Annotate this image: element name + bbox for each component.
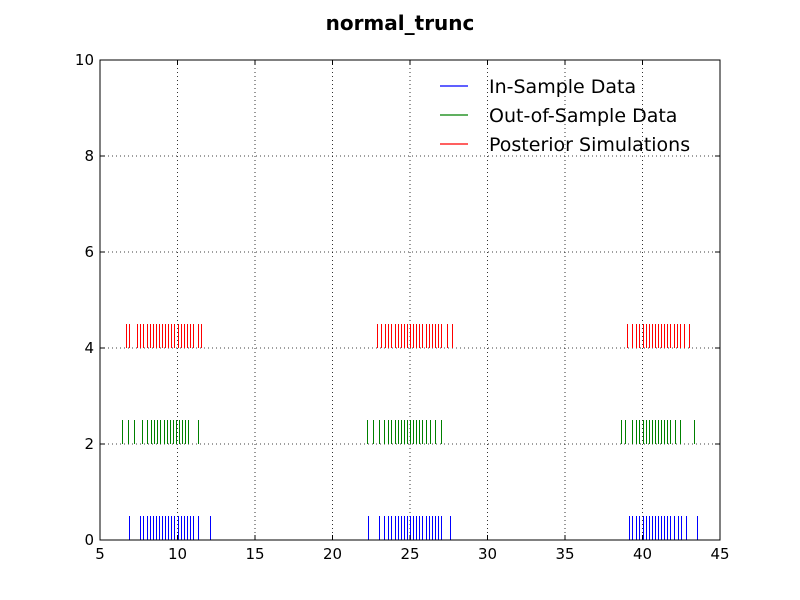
x-tick-label: 5 [95, 545, 105, 563]
legend-label: Out-of-Sample Data [489, 105, 677, 127]
chart-title: normal_trunc [326, 11, 475, 35]
x-tick-label: 30 [478, 545, 497, 563]
y-tick-label: 0 [84, 531, 94, 549]
y-tick-label: 2 [84, 435, 94, 453]
series-0 [129, 516, 698, 540]
x-tick-label: 15 [245, 545, 264, 563]
y-tick-label: 4 [84, 339, 94, 357]
legend-label: In-Sample Data [489, 76, 636, 98]
x-tick-label: 10 [168, 545, 187, 563]
y-tick-label: 6 [84, 243, 94, 261]
y-tick-label: 10 [75, 51, 94, 69]
series-2 [126, 324, 690, 348]
grid-lines [100, 60, 720, 540]
x-tick-label: 40 [633, 545, 652, 563]
series-1 [122, 420, 695, 444]
x-tick-label: 25 [400, 545, 419, 563]
legend-label: Posterior Simulations [489, 134, 690, 156]
x-tick-label: 20 [323, 545, 342, 563]
axis-ticks: 5 10 15 20 25 30 35 40 45 0 2 4 6 8 10 [75, 51, 730, 563]
legend: In-Sample Data Out-of-Sample Data Posterio… [440, 76, 690, 156]
y-tick-label: 8 [84, 147, 94, 165]
plot-marks [122, 324, 698, 540]
x-tick-label: 35 [555, 545, 574, 563]
x-tick-label: 45 [710, 545, 729, 563]
